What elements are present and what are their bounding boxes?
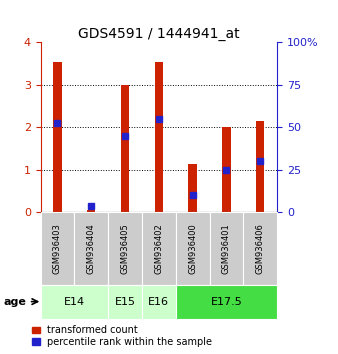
Text: E17.5: E17.5 [211,297,242,307]
Text: GSM936404: GSM936404 [87,223,96,274]
Text: GSM936403: GSM936403 [53,223,62,274]
Bar [121,85,129,212]
Bar [41,212,74,285]
Title: GDS4591 / 1444941_at: GDS4591 / 1444941_at [78,28,240,41]
Text: GSM936401: GSM936401 [222,223,231,274]
Text: age: age [3,297,26,307]
Legend: transformed count, percentile rank within the sample: transformed count, percentile rank withi… [32,325,213,347]
Bar [142,212,176,285]
Bar [108,212,142,285]
Text: GSM936406: GSM936406 [256,223,265,274]
Bar [176,212,210,285]
Text: E14: E14 [64,297,85,307]
Bar [188,164,197,212]
Bar [176,285,277,319]
Bar [256,121,264,212]
Text: GSM936400: GSM936400 [188,223,197,274]
Bar [53,62,62,212]
Bar [222,127,231,212]
Bar [108,285,142,319]
Text: E16: E16 [148,297,169,307]
Bar [87,210,95,212]
Text: GSM936405: GSM936405 [121,223,129,274]
Bar [142,285,176,319]
Bar [243,212,277,285]
Bar [154,62,163,212]
Bar [210,212,243,285]
Text: E15: E15 [115,297,136,307]
Bar [41,285,108,319]
Text: GSM936402: GSM936402 [154,223,163,274]
Bar [74,212,108,285]
